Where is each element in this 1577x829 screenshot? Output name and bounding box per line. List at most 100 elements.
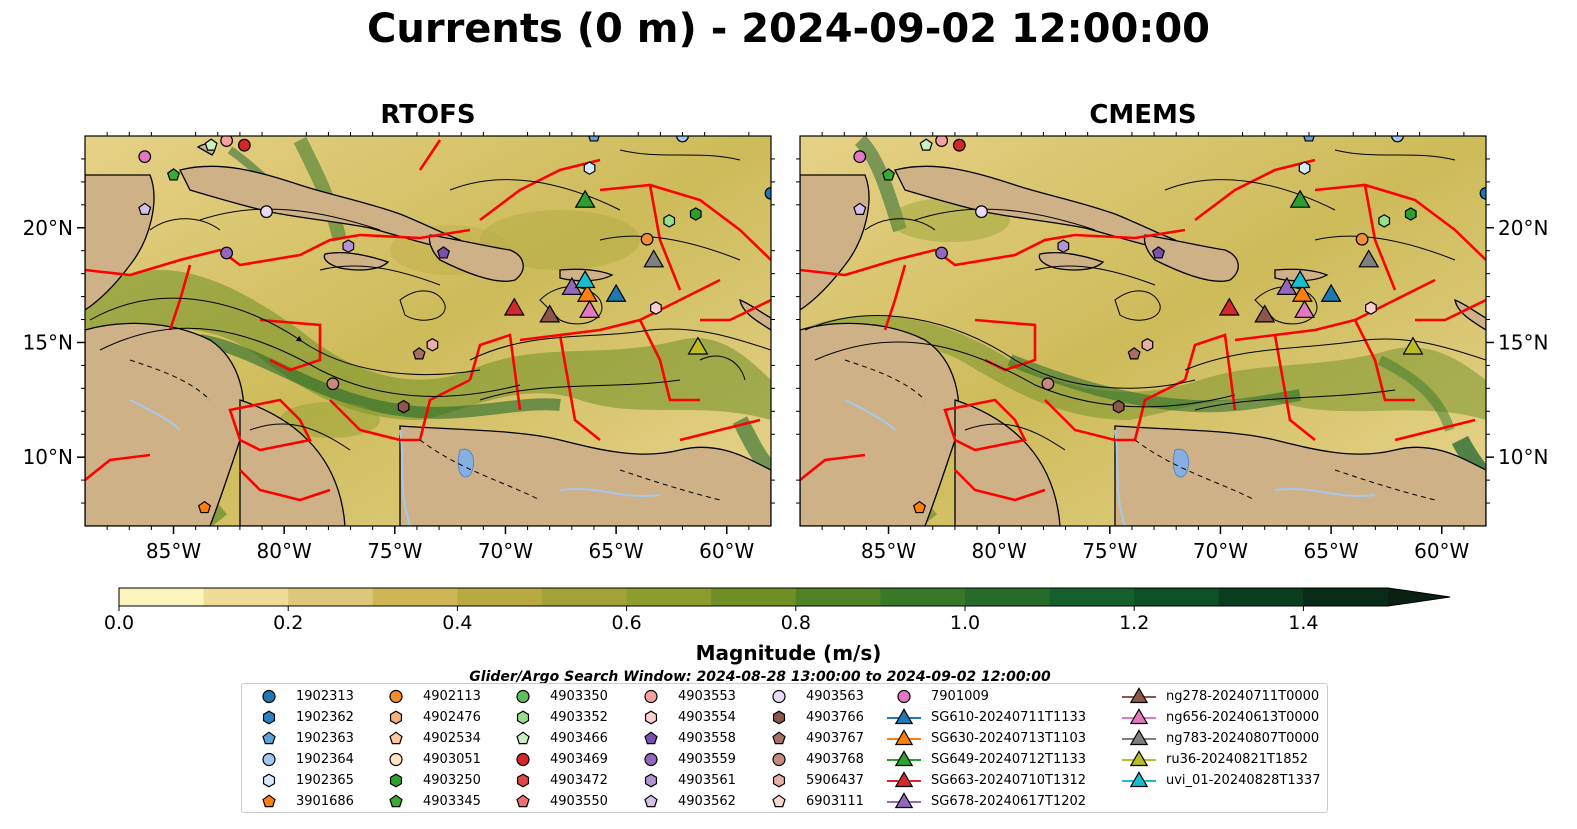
legend-label: SG663-20240710T1312 bbox=[931, 773, 1087, 788]
marker-4903466 bbox=[204, 138, 218, 151]
marker-7901009 bbox=[138, 150, 152, 164]
colorbar-segment bbox=[372, 588, 458, 606]
axis-ticks-left: 85°W 80°W 75°W 70°W 65°W 60°W 20°N 15°N 10°N bbox=[23, 132, 775, 563]
marker-4903250 bbox=[689, 207, 702, 221]
legend: 1902313 1902362 1902363 1902364 1902365 39016… bbox=[241, 683, 1328, 813]
colorbar bbox=[118, 587, 1451, 611]
legend-label: 4903768 bbox=[806, 752, 864, 767]
colorbar-segment bbox=[626, 588, 712, 606]
legend-label: 1902365 bbox=[296, 773, 354, 788]
legend-marker bbox=[772, 794, 786, 808]
marker-ru36-20240821T1852 bbox=[687, 336, 709, 355]
marker-4903559 bbox=[220, 246, 234, 260]
legend-label: 3901686 bbox=[296, 794, 354, 809]
legend-label: 4902476 bbox=[423, 710, 481, 725]
marker-4903352 bbox=[663, 214, 676, 228]
marker-SG610-20240711T1133 bbox=[1320, 283, 1342, 302]
legend-label: 4903559 bbox=[678, 752, 736, 767]
legend-marker bbox=[887, 771, 921, 788]
search-window-caption: Glider/Argo Search Window: 2024-08-28 13… bbox=[469, 669, 1051, 683]
colorbar-segment bbox=[880, 588, 966, 606]
marker-1902364 bbox=[676, 136, 689, 143]
legend-marker-shape bbox=[644, 731, 658, 745]
marker-ng783-20240807T0000 bbox=[643, 249, 665, 268]
marker-1902363 bbox=[1303, 136, 1315, 142]
legend-label: 6903111 bbox=[806, 794, 864, 809]
lon-tick-label: 70°W bbox=[1193, 539, 1248, 563]
marker-4903562 bbox=[138, 202, 152, 215]
colorbar-tick-label: 1.0 bbox=[949, 612, 981, 634]
legend-marker bbox=[644, 773, 658, 788]
legend-label: 4903051 bbox=[423, 752, 481, 767]
lon-tick-label: 80°W bbox=[257, 539, 312, 563]
marker-4903558 bbox=[1151, 246, 1165, 259]
float-glider-markers bbox=[853, 136, 1486, 514]
legend-marker-shape bbox=[389, 731, 403, 745]
lon-tick-label: 60°W bbox=[1414, 539, 1469, 563]
marker-4903766 bbox=[397, 399, 410, 414]
float-glider-markers bbox=[138, 136, 771, 514]
marker-1902365 bbox=[1298, 161, 1311, 175]
marker-4903345 bbox=[882, 168, 896, 181]
legend-marker bbox=[262, 710, 276, 725]
lake-maracaibo bbox=[457, 448, 475, 478]
legend-marker-shape bbox=[516, 731, 530, 745]
legend-marker-shape bbox=[262, 689, 276, 704]
marker-4903352 bbox=[1378, 214, 1391, 228]
legend-label: 4903345 bbox=[423, 794, 481, 809]
legend-marker bbox=[644, 710, 658, 725]
legend-marker-shape bbox=[262, 710, 276, 725]
marker-4903558 bbox=[436, 246, 450, 259]
legend-marker bbox=[772, 710, 786, 725]
legend-marker bbox=[389, 731, 403, 745]
marker-4903466 bbox=[919, 138, 933, 151]
legend-marker-shape bbox=[772, 710, 786, 725]
marker-SG630-20240713T1103 bbox=[576, 283, 598, 302]
lon-tick-label: 85°W bbox=[146, 539, 201, 563]
legend-label: 4903554 bbox=[678, 710, 736, 725]
legend-marker bbox=[516, 752, 530, 767]
marker-4902113 bbox=[1355, 232, 1369, 246]
legend-label: uvi_01-20240828T1337 bbox=[1166, 773, 1321, 788]
marker-uvi_01-20240828T1337 bbox=[1289, 269, 1311, 289]
lon-tick-label: 75°W bbox=[367, 539, 422, 563]
legend-marker bbox=[389, 689, 403, 704]
colorbar-label: Magnitude (m/s) bbox=[695, 641, 882, 665]
landmasses bbox=[85, 143, 771, 526]
marker-uvi_01-20240828T1337 bbox=[574, 269, 596, 289]
legend-marker-shape bbox=[389, 710, 403, 725]
legend-label: 4903466 bbox=[550, 731, 608, 746]
marker-4903561 bbox=[342, 239, 355, 253]
cmems-map: 85°W 80°W 75°W 70°W 65°W 60°W 20°N 15°N 10°N bbox=[796, 132, 1548, 563]
legend-label: 4903553 bbox=[678, 689, 736, 704]
marker-SG649-20240712T1133 bbox=[1289, 189, 1311, 208]
legend-marker-shape bbox=[1129, 687, 1149, 704]
legend-label: 4903250 bbox=[423, 773, 481, 788]
colorbar-segment bbox=[1134, 588, 1220, 606]
legend-marker bbox=[1122, 687, 1156, 704]
legend-marker bbox=[887, 750, 921, 767]
colorbar-segment bbox=[288, 588, 374, 606]
marker-4903250 bbox=[1404, 207, 1417, 221]
marker-4903768 bbox=[1041, 377, 1055, 391]
legend-marker-shape bbox=[772, 773, 786, 788]
colorbar-segment bbox=[1049, 588, 1135, 606]
colorbar-segment bbox=[1303, 588, 1389, 606]
legend-marker-shape bbox=[389, 773, 403, 788]
legend-marker bbox=[262, 752, 276, 767]
marker-3901686 bbox=[197, 500, 211, 514]
legend-label: 1902364 bbox=[296, 752, 354, 767]
legend-label: 4903350 bbox=[550, 689, 608, 704]
current-streamlines bbox=[89, 149, 771, 451]
current-streamlines bbox=[804, 149, 1486, 451]
marker-4903563 bbox=[975, 205, 988, 219]
marker-4903553 bbox=[220, 136, 234, 147]
marker-1902313 bbox=[764, 186, 771, 200]
marker-4903766 bbox=[1112, 399, 1125, 414]
colorbar-segment bbox=[203, 588, 289, 606]
legend-marker bbox=[644, 689, 658, 704]
marker-4903768 bbox=[326, 377, 340, 391]
legend-marker-shape bbox=[897, 689, 911, 704]
legend-marker bbox=[772, 752, 786, 767]
marker-5906437 bbox=[426, 337, 439, 352]
